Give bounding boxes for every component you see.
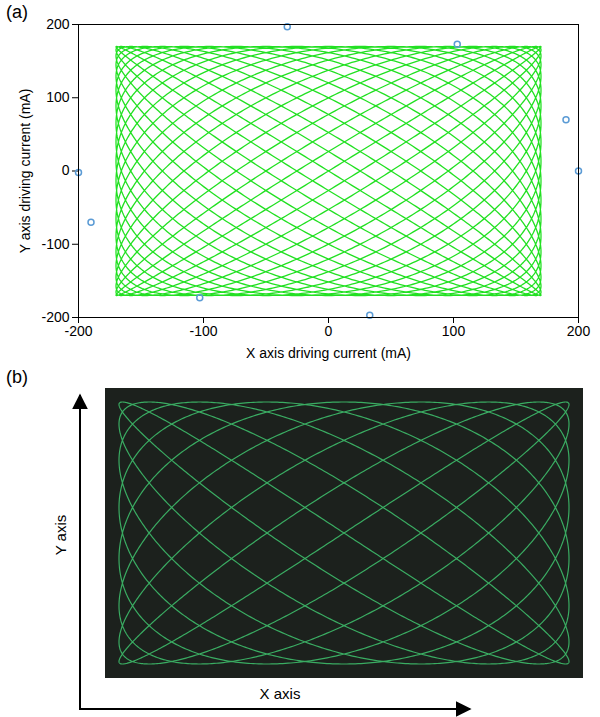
svg-text:Y axis driving current (mA): Y axis driving current (mA) [17,89,33,254]
svg-text:100: 100 [46,89,70,105]
svg-text:0: 0 [325,323,333,339]
svg-text:Y axis: Y axis [52,515,69,556]
html-text:(a): (a) [6,2,28,22]
svg-text:-100: -100 [189,323,217,339]
svg-text:-200: -200 [41,309,70,325]
svg-text:(b): (b) [6,367,28,387]
svg-text:0: 0 [62,162,70,178]
svg-text:-100: -100 [41,236,69,252]
svg-text:-200: -200 [64,323,92,339]
svg-text:200: 200 [567,323,591,339]
svg-text:X axis: X axis [260,685,301,702]
svg-text:200: 200 [46,16,70,32]
svg-text:100: 100 [442,323,466,339]
svg-text:X axis driving current (mA): X axis driving current (mA) [246,345,411,361]
